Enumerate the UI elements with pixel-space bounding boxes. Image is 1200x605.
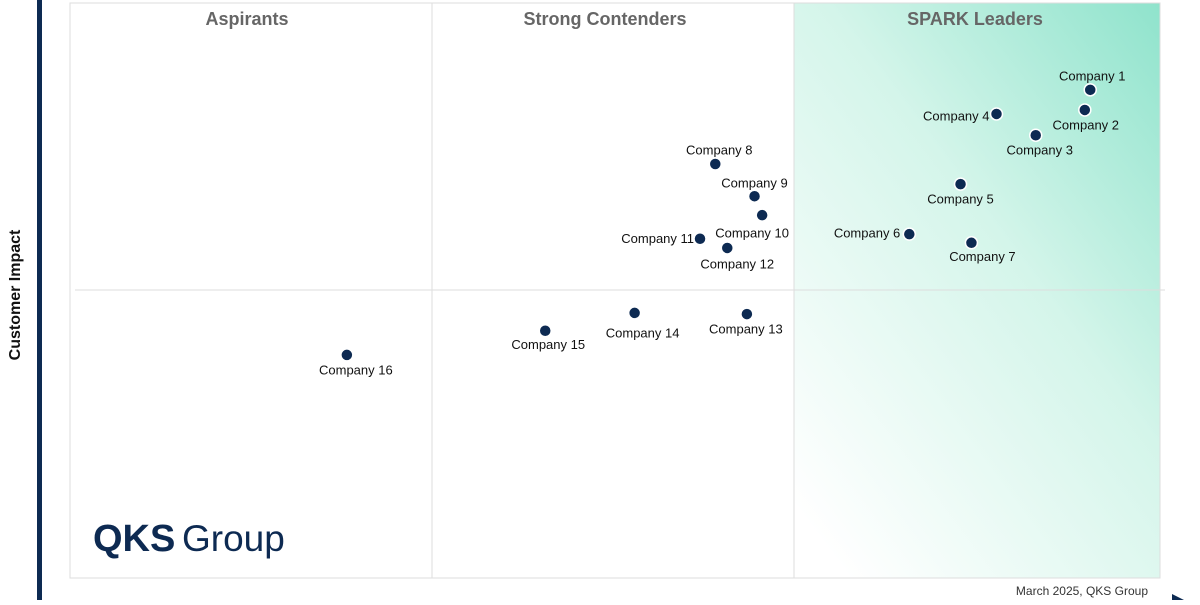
company-point (693, 232, 707, 246)
company-label: Company 4 (923, 108, 989, 123)
company-label: Company 12 (700, 256, 774, 271)
company-point (755, 208, 769, 222)
company-point (1078, 103, 1092, 117)
company-label: Company 8 (686, 142, 752, 157)
quadrant-label: Aspirants (205, 9, 288, 29)
company-label: Company 2 (1053, 117, 1119, 132)
company-label: Company 16 (319, 362, 393, 377)
company-label: Company 11 (621, 231, 694, 246)
company-point (1083, 83, 1097, 97)
company-label: Company 5 (927, 192, 993, 207)
note: March 2025, QKS Group (1016, 584, 1148, 598)
company-label: Company 13 (709, 322, 783, 337)
company-point (989, 107, 1004, 121)
company-label: Company 10 (715, 226, 789, 241)
y-axis-label: Customer Impact (7, 229, 24, 360)
company-point (964, 236, 979, 250)
company-label: Company 15 (511, 337, 585, 352)
company-point (340, 348, 354, 362)
company-label: Company 14 (606, 325, 680, 340)
company-point (953, 177, 968, 191)
company-point (747, 189, 762, 203)
company-point (740, 307, 754, 321)
company-point (627, 306, 642, 320)
company-label: Company 1 (1059, 68, 1125, 83)
company-point (720, 241, 735, 255)
company-label: Company 6 (834, 226, 900, 241)
quadrant-label: Strong Contenders (523, 9, 686, 29)
company-point (1028, 128, 1043, 142)
company-point (538, 324, 552, 338)
y-axis-bar (37, 0, 42, 600)
company-label: Company 9 (721, 176, 787, 191)
company-label: Company 7 (949, 249, 1015, 264)
logo-regular: Group (182, 518, 285, 559)
quadrant-label: SPARK Leaders (907, 9, 1043, 29)
company-label: Company 3 (1006, 143, 1072, 158)
x-axis-arrow (1172, 594, 1184, 600)
company-point (708, 157, 723, 171)
logo-bold: QKS (93, 518, 175, 560)
company-point (902, 227, 917, 241)
